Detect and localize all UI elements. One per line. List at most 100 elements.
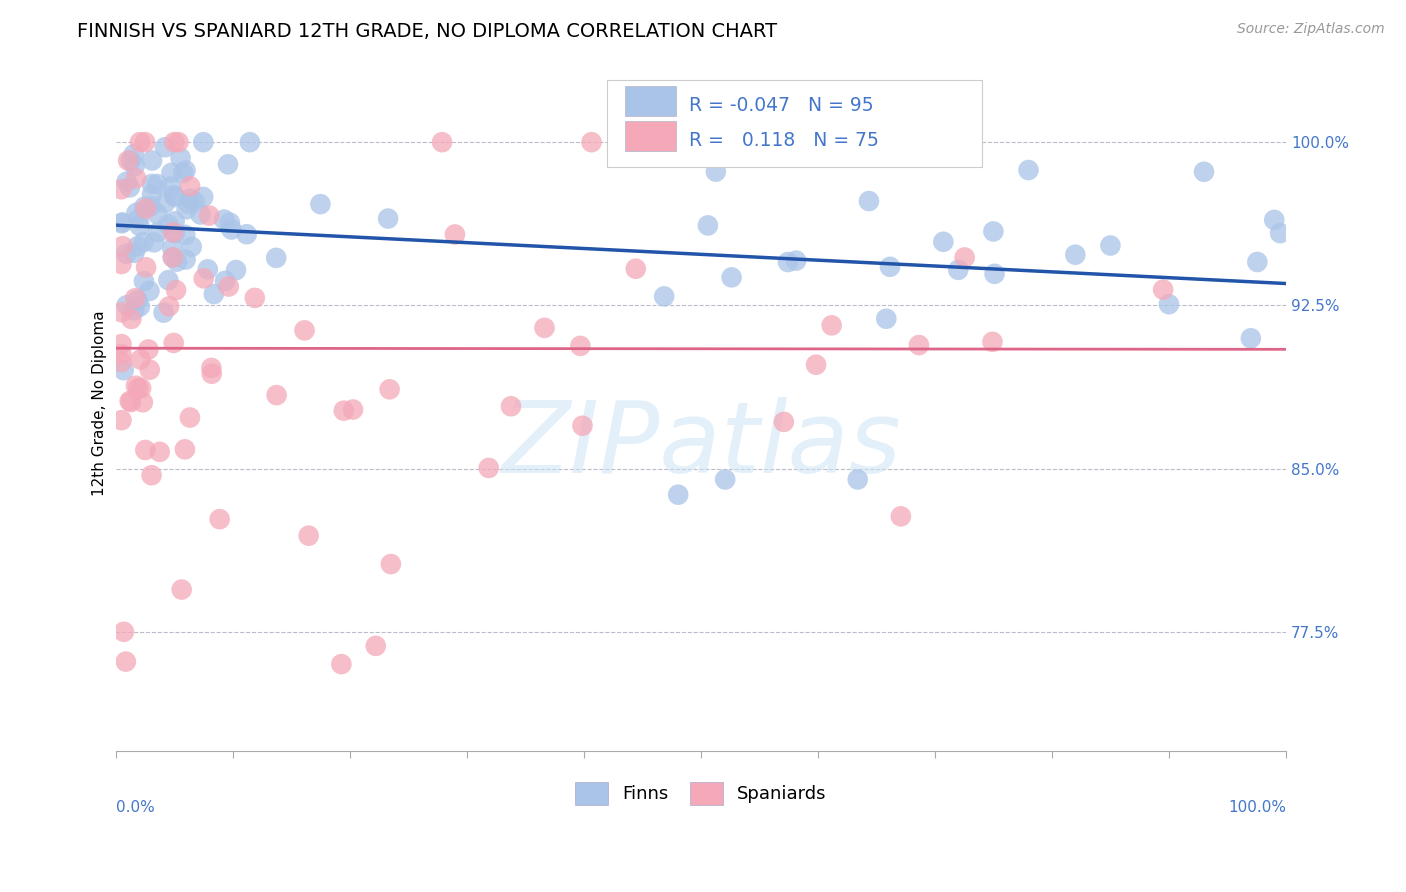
Point <box>134 442 156 457</box>
Point <box>146 177 169 191</box>
Point <box>132 274 155 288</box>
Point <box>142 235 165 250</box>
Point <box>174 227 197 242</box>
Text: R =   0.118   N = 75: R = 0.118 N = 75 <box>689 131 879 150</box>
Point <box>714 473 737 487</box>
Text: 0.0%: 0.0% <box>115 800 155 815</box>
Point <box>198 209 221 223</box>
Point <box>132 235 155 249</box>
Point <box>686 135 709 149</box>
Point <box>112 624 135 639</box>
Point <box>218 279 240 293</box>
Point <box>180 240 202 254</box>
Point <box>120 395 142 409</box>
Point <box>135 202 157 216</box>
Point <box>179 179 201 194</box>
Point <box>165 283 187 297</box>
Point <box>201 367 224 381</box>
Point <box>266 388 288 402</box>
Point <box>115 298 138 312</box>
Point <box>110 413 132 427</box>
Point <box>197 262 219 277</box>
Point <box>125 378 148 392</box>
Point <box>785 253 807 268</box>
Point <box>170 582 193 597</box>
Point <box>125 171 148 186</box>
Point <box>157 273 180 287</box>
Point <box>1192 165 1215 179</box>
Point <box>152 306 174 320</box>
Text: FINNISH VS SPANIARD 12TH GRADE, NO DIPLOMA CORRELATION CHART: FINNISH VS SPANIARD 12TH GRADE, NO DIPLO… <box>77 22 778 41</box>
Point <box>118 394 141 409</box>
Point <box>111 215 134 229</box>
FancyBboxPatch shape <box>624 87 676 116</box>
Point <box>652 289 675 303</box>
Point <box>1157 297 1180 311</box>
Point <box>696 219 718 233</box>
Point <box>135 260 157 275</box>
Point <box>221 222 243 236</box>
Point <box>983 224 1005 238</box>
Point <box>1099 238 1122 252</box>
Point <box>176 202 198 217</box>
Point <box>380 557 402 571</box>
Point <box>118 180 141 194</box>
Point <box>499 399 522 413</box>
Point <box>129 135 152 149</box>
Point <box>908 338 931 352</box>
Text: Source: ZipAtlas.com: Source: ZipAtlas.com <box>1237 22 1385 37</box>
Point <box>214 274 236 288</box>
Point <box>138 284 160 298</box>
Point <box>1240 331 1263 345</box>
Point <box>139 199 162 213</box>
Point <box>162 250 184 264</box>
Point <box>932 235 955 249</box>
Point <box>193 190 215 204</box>
Point <box>129 300 152 314</box>
Point <box>134 135 156 149</box>
Point <box>858 194 880 208</box>
Point <box>430 135 453 149</box>
Point <box>193 135 215 149</box>
Point <box>110 337 132 351</box>
Point <box>169 151 191 165</box>
Point <box>163 226 186 240</box>
Point <box>983 267 1005 281</box>
Point <box>127 293 149 307</box>
Point <box>478 461 501 475</box>
Point <box>217 157 239 171</box>
Point <box>173 442 195 457</box>
Point <box>239 135 262 149</box>
Point <box>533 321 555 335</box>
Point <box>581 135 603 149</box>
Point <box>444 227 467 242</box>
Text: ZIPatlas: ZIPatlas <box>501 397 901 493</box>
Point <box>1268 226 1291 240</box>
Point <box>666 488 689 502</box>
Point <box>156 218 179 232</box>
Point <box>139 362 162 376</box>
Point <box>208 512 231 526</box>
Point <box>294 323 316 337</box>
Point <box>890 509 912 524</box>
Point <box>342 402 364 417</box>
Point <box>364 639 387 653</box>
Y-axis label: 12th Grade, No Diploma: 12th Grade, No Diploma <box>93 310 107 496</box>
Point <box>138 343 160 357</box>
Point <box>134 200 156 214</box>
Point <box>146 207 169 221</box>
Point <box>953 251 976 265</box>
Point <box>127 212 149 227</box>
Point <box>163 214 186 228</box>
Point <box>330 657 353 672</box>
Point <box>129 381 152 395</box>
Point <box>174 163 197 178</box>
Point <box>333 403 356 417</box>
Point <box>184 194 207 209</box>
Point <box>120 312 142 326</box>
Point <box>153 140 176 154</box>
Point <box>110 347 132 361</box>
Point <box>190 207 212 221</box>
Point <box>202 287 225 301</box>
Point <box>162 251 184 265</box>
